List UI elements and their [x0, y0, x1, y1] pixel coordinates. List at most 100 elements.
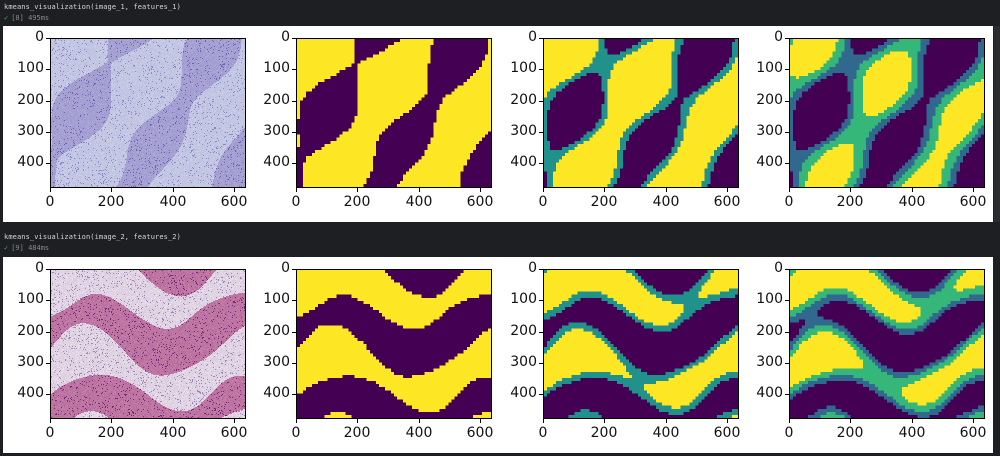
y-tick-label: 400 [263, 385, 290, 401]
y-tick-mark [539, 300, 543, 301]
y-tick-label: 400 [17, 385, 44, 401]
cell-code-2[interactable]: kmeans_visualization(image_2, features_2… [4, 233, 181, 241]
histology-image [50, 269, 246, 419]
plot-panel: 0 100 200 300 400 0 200 400 600 [510, 260, 740, 445]
y-tick-mark [46, 300, 50, 301]
y-tick-mark [292, 269, 296, 270]
y-tick-label: 200 [756, 323, 783, 339]
x-tick-label: 200 [97, 425, 125, 441]
y-tick-mark [46, 363, 50, 364]
y-tick-label: 300 [756, 354, 783, 370]
x-tick-label: 0 [538, 194, 548, 210]
x-tick-mark [850, 188, 851, 192]
x-tick-mark [480, 419, 481, 423]
y-tick-label: 0 [528, 29, 537, 45]
cell-status-1: ✓ [8] 495ms [4, 14, 49, 22]
plot-panel: 0 100 200 300 400 0 200 400 600 [17, 260, 247, 445]
y-tick-mark [785, 101, 789, 102]
y-tick-label: 200 [510, 323, 537, 339]
y-tick-label: 400 [17, 154, 44, 170]
y-tick-label: 100 [756, 291, 783, 307]
x-tick-label: 0 [784, 194, 794, 210]
plot-panel: 0 100 200 300 400 0 200 400 600 [263, 29, 493, 214]
y-tick-mark [292, 332, 296, 333]
y-tick-mark [785, 394, 789, 395]
y-tick-mark [539, 332, 543, 333]
x-tick-mark [480, 188, 481, 192]
x-tick-mark [357, 188, 358, 192]
cell-header-1: kmeans_visualization(image_1, features_1… [0, 0, 1000, 26]
x-tick-label: 600 [466, 194, 494, 210]
y-tick-label: 100 [263, 60, 290, 76]
y-tick-label: 300 [263, 354, 290, 370]
y-tick-label: 300 [510, 123, 537, 139]
cell-header-2: kmeans_visualization(image_2, features_2… [0, 230, 1000, 256]
y-tick-label: 100 [263, 291, 290, 307]
cell-output-1: 0 100 200 300 400 0 200 400 600 0 100 200 300 400 0 20… [3, 26, 993, 222]
y-tick-mark [785, 38, 789, 39]
y-tick-label: 100 [510, 291, 537, 307]
y-tick-mark [292, 132, 296, 133]
x-tick-mark [173, 419, 174, 423]
y-tick-mark [539, 269, 543, 270]
y-tick-label: 400 [756, 154, 783, 170]
y-tick-label: 0 [774, 29, 783, 45]
y-tick-mark [292, 163, 296, 164]
y-tick-mark [46, 332, 50, 333]
y-tick-mark [46, 269, 50, 270]
x-tick-label: 400 [652, 425, 680, 441]
cell-code-1[interactable]: kmeans_visualization(image_1, features_1… [4, 3, 181, 11]
x-tick-label: 200 [97, 194, 125, 210]
y-tick-label: 400 [510, 385, 537, 401]
y-tick-mark [46, 132, 50, 133]
y-tick-mark [292, 394, 296, 395]
y-tick-mark [539, 363, 543, 364]
x-tick-label: 0 [291, 425, 301, 441]
y-tick-label: 0 [281, 260, 290, 276]
y-tick-label: 200 [510, 92, 537, 108]
x-tick-mark [234, 419, 235, 423]
kmeans-segmentation-image [296, 269, 492, 419]
y-tick-mark [46, 394, 50, 395]
y-tick-mark [539, 69, 543, 70]
x-tick-label: 200 [590, 425, 618, 441]
y-tick-label: 200 [263, 323, 290, 339]
y-tick-mark [292, 101, 296, 102]
y-tick-mark [46, 101, 50, 102]
y-tick-label: 200 [756, 92, 783, 108]
y-tick-label: 100 [510, 60, 537, 76]
y-tick-mark [785, 269, 789, 270]
x-tick-mark [912, 419, 913, 423]
scrollbar[interactable] [994, 26, 1000, 222]
y-tick-mark [292, 69, 296, 70]
x-tick-label: 0 [538, 425, 548, 441]
kmeans-segmentation-image [789, 38, 985, 188]
y-tick-mark [785, 163, 789, 164]
y-tick-mark [46, 38, 50, 39]
y-tick-label: 300 [510, 354, 537, 370]
y-tick-label: 0 [35, 260, 44, 276]
x-tick-label: 400 [405, 425, 433, 441]
x-tick-mark [727, 419, 728, 423]
x-tick-mark [419, 188, 420, 192]
y-tick-label: 200 [263, 92, 290, 108]
x-tick-mark [666, 188, 667, 192]
y-tick-mark [785, 332, 789, 333]
x-tick-label: 400 [405, 194, 433, 210]
y-tick-mark [46, 69, 50, 70]
y-tick-label: 300 [17, 354, 44, 370]
kmeans-segmentation-image [296, 38, 492, 188]
y-tick-mark [539, 38, 543, 39]
y-tick-mark [785, 300, 789, 301]
y-tick-label: 100 [756, 60, 783, 76]
x-tick-mark [111, 188, 112, 192]
x-tick-mark [357, 419, 358, 423]
x-tick-label: 200 [836, 194, 864, 210]
x-tick-mark [50, 419, 51, 423]
x-tick-mark [296, 419, 297, 423]
y-tick-mark [46, 163, 50, 164]
kmeans-segmentation-image [543, 38, 739, 188]
x-tick-mark [912, 188, 913, 192]
x-tick-label: 400 [159, 425, 187, 441]
plot-panel: 0 100 200 300 400 0 200 400 600 [756, 260, 986, 445]
